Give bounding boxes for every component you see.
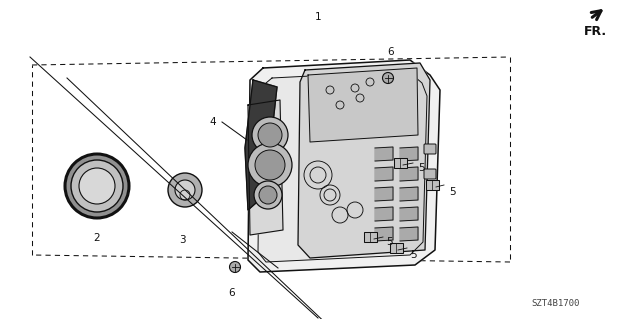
Circle shape: [65, 154, 129, 218]
Polygon shape: [245, 80, 277, 210]
Text: 6: 6: [228, 288, 236, 298]
Polygon shape: [400, 207, 418, 221]
Polygon shape: [375, 207, 393, 221]
Polygon shape: [298, 63, 430, 258]
Circle shape: [71, 160, 123, 212]
FancyBboxPatch shape: [390, 243, 403, 253]
Text: 3: 3: [179, 235, 186, 245]
Text: 5: 5: [386, 237, 392, 247]
Polygon shape: [248, 60, 440, 272]
Polygon shape: [375, 167, 393, 181]
Circle shape: [255, 150, 285, 180]
Text: 2: 2: [93, 233, 100, 243]
FancyBboxPatch shape: [424, 169, 436, 179]
Circle shape: [168, 173, 202, 207]
Text: 4: 4: [209, 117, 216, 127]
Polygon shape: [400, 187, 418, 201]
Circle shape: [254, 181, 282, 209]
Circle shape: [259, 186, 277, 204]
Polygon shape: [400, 227, 418, 241]
FancyBboxPatch shape: [424, 144, 436, 154]
FancyBboxPatch shape: [426, 180, 438, 190]
Text: 5: 5: [418, 163, 424, 173]
Circle shape: [252, 117, 288, 153]
Polygon shape: [400, 167, 418, 181]
Text: FR.: FR.: [584, 25, 607, 38]
Polygon shape: [258, 71, 427, 262]
Text: 1: 1: [315, 12, 321, 22]
FancyBboxPatch shape: [394, 158, 406, 168]
Circle shape: [175, 180, 195, 200]
Polygon shape: [248, 100, 283, 235]
Text: 6: 6: [388, 47, 394, 57]
Polygon shape: [308, 68, 418, 142]
Circle shape: [230, 262, 241, 272]
Circle shape: [258, 123, 282, 147]
FancyBboxPatch shape: [364, 232, 376, 242]
Polygon shape: [375, 187, 393, 201]
Circle shape: [248, 143, 292, 187]
Circle shape: [383, 72, 394, 84]
Text: SZT4B1700: SZT4B1700: [532, 299, 580, 308]
Text: 5: 5: [449, 187, 456, 197]
Circle shape: [79, 168, 115, 204]
Text: 5: 5: [410, 250, 417, 260]
Polygon shape: [375, 147, 393, 161]
Polygon shape: [375, 227, 393, 241]
Polygon shape: [400, 147, 418, 161]
